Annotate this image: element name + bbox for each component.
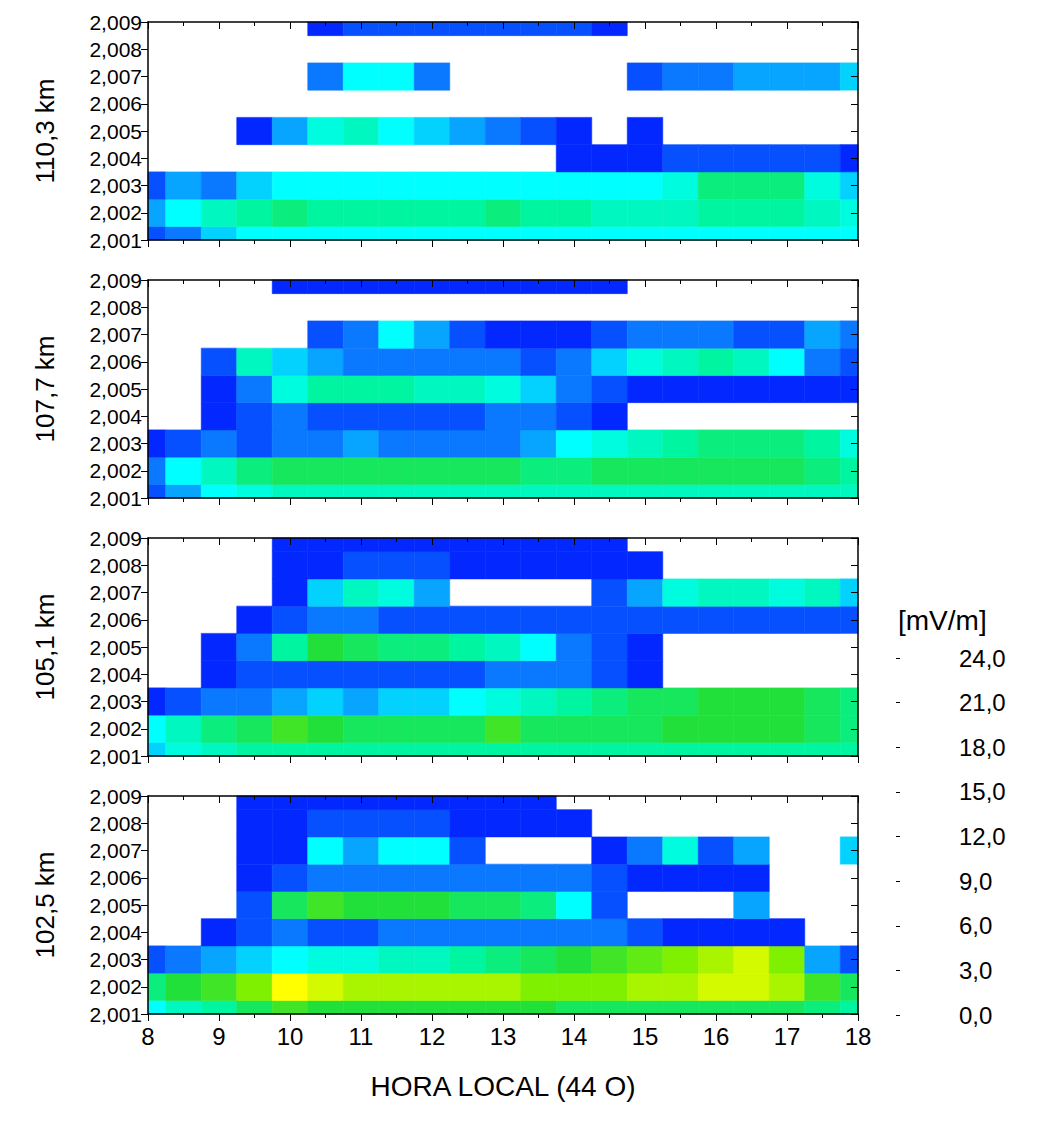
- svg-text:3,0: 3,0: [959, 957, 992, 984]
- svg-text:2,002: 2,002: [89, 201, 142, 224]
- svg-text:105,1 km: 105,1 km: [30, 594, 60, 701]
- svg-text:HORA LOCAL (44 O): HORA LOCAL (44 O): [370, 1071, 635, 1102]
- svg-text:[mV/m]: [mV/m]: [898, 605, 987, 636]
- svg-text:15: 15: [632, 1023, 659, 1050]
- svg-text:2,005: 2,005: [89, 378, 142, 401]
- svg-text:2,006: 2,006: [89, 608, 142, 631]
- svg-text:9: 9: [212, 1023, 225, 1050]
- svg-text:2,008: 2,008: [89, 38, 142, 61]
- svg-text:2,002: 2,002: [89, 459, 142, 482]
- svg-text:13: 13: [490, 1023, 517, 1050]
- svg-text:2,001: 2,001: [89, 487, 142, 510]
- svg-text:17: 17: [774, 1023, 801, 1050]
- svg-text:107,7 km: 107,7 km: [30, 336, 60, 443]
- svg-text:2,002: 2,002: [89, 975, 142, 998]
- svg-text:2,008: 2,008: [89, 296, 142, 319]
- svg-text:2,009: 2,009: [89, 11, 142, 34]
- svg-text:2,005: 2,005: [89, 120, 142, 143]
- svg-text:2,001: 2,001: [89, 745, 142, 768]
- svg-text:10: 10: [277, 1023, 304, 1050]
- svg-text:8: 8: [141, 1023, 154, 1050]
- svg-text:0,0: 0,0: [959, 1002, 992, 1029]
- svg-text:21,0: 21,0: [959, 689, 1006, 716]
- svg-text:2,006: 2,006: [89, 866, 142, 889]
- svg-text:102,5 km: 102,5 km: [30, 852, 60, 959]
- svg-text:12,0: 12,0: [959, 823, 1006, 850]
- svg-text:18,0: 18,0: [959, 734, 1006, 761]
- svg-text:24,0: 24,0: [959, 645, 1006, 672]
- svg-text:2,001: 2,001: [89, 229, 142, 252]
- svg-text:6,0: 6,0: [959, 912, 992, 939]
- svg-text:2,002: 2,002: [89, 717, 142, 740]
- svg-text:2,004: 2,004: [89, 147, 142, 170]
- svg-text:9,0: 9,0: [959, 868, 992, 895]
- svg-text:2,005: 2,005: [89, 894, 142, 917]
- svg-text:16: 16: [703, 1023, 730, 1050]
- svg-text:2,004: 2,004: [89, 663, 142, 686]
- svg-text:2,003: 2,003: [89, 948, 142, 971]
- svg-text:2,009: 2,009: [89, 785, 142, 808]
- svg-text:11: 11: [349, 1023, 374, 1050]
- svg-text:14: 14: [561, 1023, 588, 1050]
- svg-text:12: 12: [419, 1023, 446, 1050]
- svg-text:2,004: 2,004: [89, 405, 142, 428]
- svg-text:2,006: 2,006: [89, 92, 142, 115]
- svg-text:2,005: 2,005: [89, 636, 142, 659]
- svg-text:2,007: 2,007: [89, 581, 142, 604]
- svg-text:2,003: 2,003: [89, 432, 142, 455]
- svg-text:2,008: 2,008: [89, 554, 142, 577]
- svg-text:2,003: 2,003: [89, 690, 142, 713]
- svg-text:2,009: 2,009: [89, 269, 142, 292]
- svg-text:2,007: 2,007: [89, 323, 142, 346]
- svg-text:2,007: 2,007: [89, 839, 142, 862]
- svg-text:18: 18: [845, 1023, 872, 1050]
- svg-text:15,0: 15,0: [959, 778, 1006, 805]
- svg-text:2,004: 2,004: [89, 921, 142, 944]
- svg-text:2,009: 2,009: [89, 527, 142, 550]
- svg-text:2,003: 2,003: [89, 174, 142, 197]
- svg-text:2,001: 2,001: [89, 1003, 142, 1026]
- svg-text:2,008: 2,008: [89, 812, 142, 835]
- svg-text:110,3 km: 110,3 km: [30, 78, 60, 183]
- svg-text:2,007: 2,007: [89, 65, 142, 88]
- svg-text:2,006: 2,006: [89, 350, 142, 373]
